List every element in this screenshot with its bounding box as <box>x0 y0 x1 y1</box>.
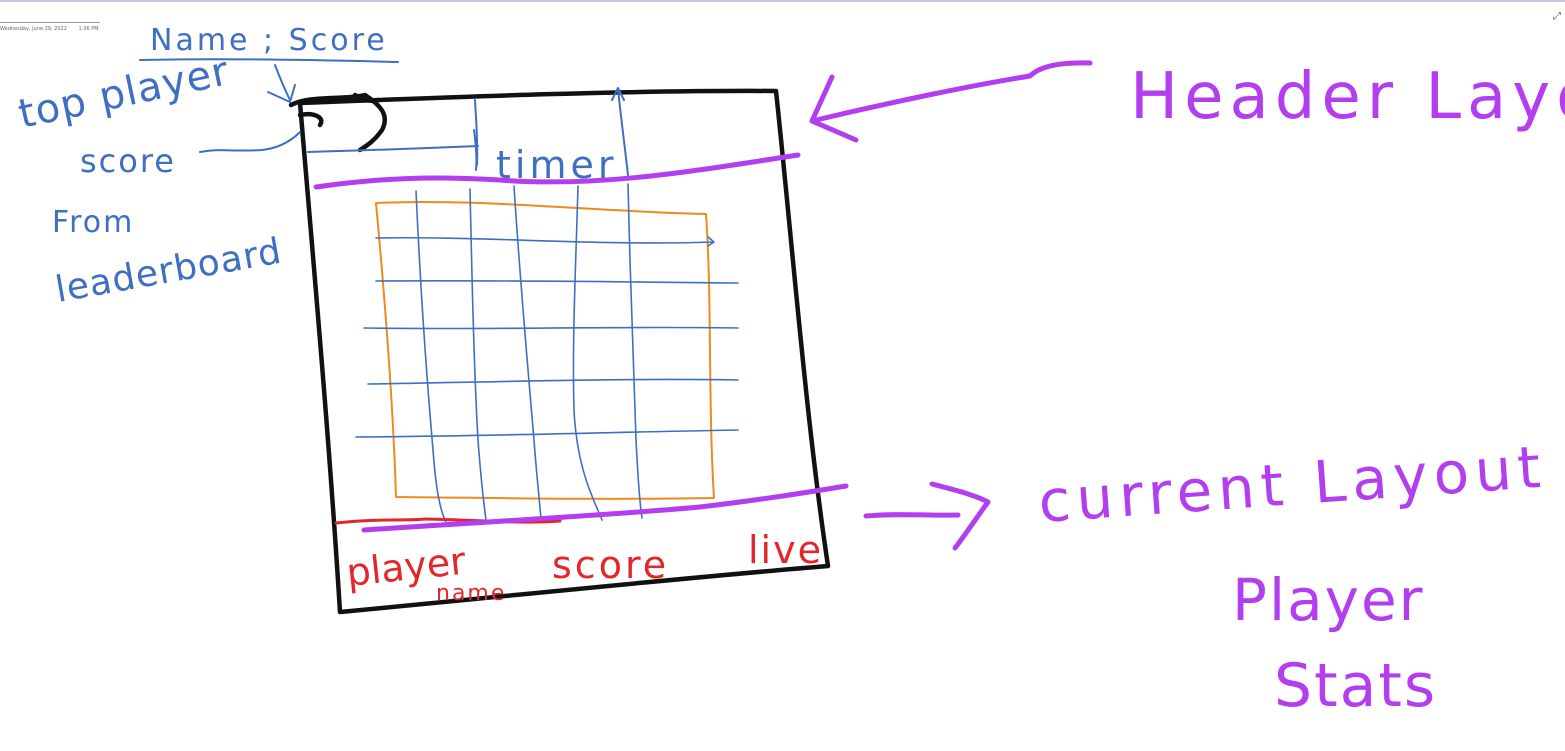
board-orange-border <box>375 200 715 500</box>
header-vertical-line <box>474 99 479 166</box>
grid-col-line <box>469 188 487 521</box>
top-player-label: top player <box>15 48 234 137</box>
current-layout-arrow <box>863 481 991 551</box>
grid-col-line <box>415 190 447 523</box>
page-time: 1:36 PM <box>78 26 99 32</box>
page-timestamp: Wednesday, June 29, 2022 1:36 PM <box>0 22 100 32</box>
footer-score-label: score <box>552 543 669 587</box>
grid-col-line <box>627 183 643 519</box>
grid-row-line <box>375 279 739 284</box>
timer-label: timer <box>496 143 617 187</box>
header-corner-scribble <box>288 92 388 153</box>
grid-row-line <box>355 429 739 438</box>
footer-live-label: live <box>748 528 823 572</box>
header-layout-arrow <box>809 60 1093 143</box>
footer-separator <box>361 483 849 533</box>
leaderboard-label: leaderboard <box>52 231 285 311</box>
score-label: score <box>80 142 176 180</box>
grid-col-line <box>513 185 542 521</box>
header-divider-tick <box>473 129 478 171</box>
frame-outline <box>297 88 831 615</box>
timer-arrow <box>611 87 629 176</box>
top-border-line <box>0 0 1565 2</box>
page-date: Wednesday, June 29, 2022 <box>0 26 67 32</box>
header-layout-label: Header Layout <box>1130 60 1565 134</box>
grid-row-line <box>375 236 715 247</box>
score-pointer-line <box>199 131 301 153</box>
grid-row-line <box>367 378 739 385</box>
current-layout-label: current Layout <box>1036 433 1548 536</box>
footer-name-label: name <box>436 581 506 606</box>
stats-label: Stats <box>1274 651 1437 721</box>
header-sketch <box>307 87 629 176</box>
grid-col-line <box>572 185 603 521</box>
name-score-underline <box>139 58 399 63</box>
from-label: From <box>52 205 134 240</box>
header-separator <box>313 152 801 190</box>
player-label: Player <box>1232 566 1425 634</box>
game-screen-frame <box>288 88 831 615</box>
header-divider-line <box>307 145 479 153</box>
name-score-label: Name ; Score <box>150 23 388 58</box>
game-board <box>355 183 739 523</box>
grid-row-line <box>363 326 739 330</box>
expand-icon[interactable]: ⤢ <box>1553 11 1561 22</box>
top-player-pointer-arrow <box>267 64 296 103</box>
